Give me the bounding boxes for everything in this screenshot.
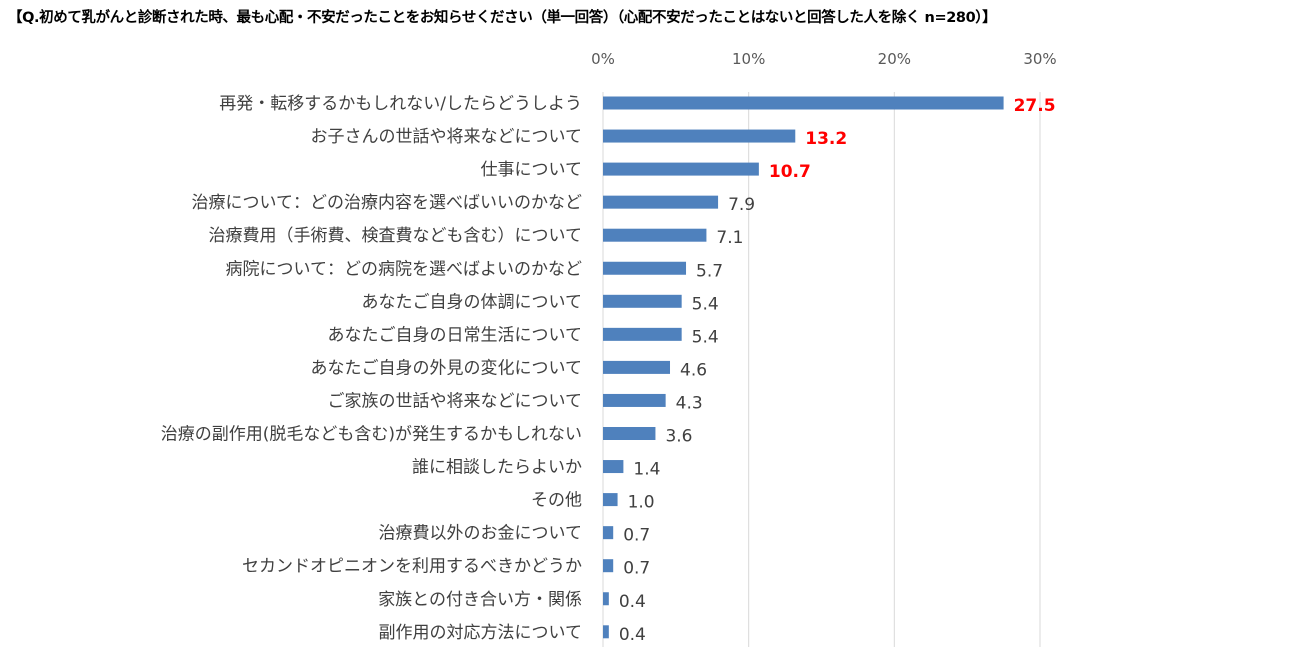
bar bbox=[603, 526, 614, 540]
data-label: 10.7 bbox=[769, 162, 811, 182]
data-label: 13.2 bbox=[805, 129, 847, 149]
category-label: 病院について：どの病院を選べばよいのかなど bbox=[226, 259, 583, 279]
bar bbox=[603, 327, 682, 341]
category-label: 副作用の対応方法について bbox=[379, 623, 583, 643]
data-label: 0.7 bbox=[623, 526, 650, 546]
category-label: お子さんの世話や将来などについて bbox=[311, 127, 583, 147]
category-label: 仕事について bbox=[481, 160, 583, 180]
data-label: 5.4 bbox=[692, 294, 719, 314]
category-label: あなたご自身の体調について bbox=[362, 292, 583, 312]
data-label: 0.4 bbox=[619, 625, 646, 645]
category-label: その他 bbox=[531, 491, 582, 511]
x-tick-label: 30% bbox=[1023, 50, 1056, 68]
bar bbox=[603, 393, 666, 407]
x-tick-label: 10% bbox=[732, 50, 765, 68]
category-label: 治療について：どの治療内容を選べばいいのかなど bbox=[192, 193, 583, 213]
x-tick-label: 0% bbox=[591, 50, 615, 68]
bar bbox=[603, 427, 656, 440]
bar bbox=[603, 162, 759, 176]
category-label: 治療費用（手術費、検査費なども含む）について bbox=[209, 226, 583, 246]
category-label: 再発・転移するかもしれない/したらどうしよう bbox=[219, 94, 582, 114]
category-label: 家族との付き合い方・関係 bbox=[378, 590, 582, 610]
data-label: 5.4 bbox=[692, 327, 719, 347]
category-label: 誰に相談したらよいか bbox=[412, 458, 582, 478]
bar bbox=[603, 360, 671, 374]
bar bbox=[603, 294, 682, 308]
data-label: 5.7 bbox=[696, 261, 723, 281]
data-label: 4.3 bbox=[676, 393, 703, 413]
x-tick-label: 20% bbox=[878, 50, 911, 68]
category-label: 治療費以外のお金について bbox=[379, 524, 583, 544]
bar bbox=[603, 559, 614, 573]
bar bbox=[603, 129, 796, 143]
data-label: 7.9 bbox=[728, 195, 755, 215]
data-label: 27.5 bbox=[1014, 96, 1056, 116]
data-label: 3.6 bbox=[665, 427, 692, 447]
category-label: ご家族の世話や将来などについて bbox=[328, 391, 583, 411]
bar bbox=[603, 460, 624, 474]
bar bbox=[603, 261, 687, 275]
data-label: 0.4 bbox=[619, 592, 646, 612]
bar bbox=[603, 228, 707, 242]
data-label: 4.6 bbox=[680, 360, 707, 380]
category-label: 治療の副作用(脱毛なども含む)が発生するかもしれない bbox=[161, 425, 582, 445]
data-label: 0.7 bbox=[623, 559, 650, 579]
data-label: 1.0 bbox=[628, 493, 655, 513]
data-label: 1.4 bbox=[633, 460, 660, 480]
bar bbox=[603, 195, 719, 209]
bar bbox=[603, 592, 609, 606]
bar bbox=[603, 493, 618, 507]
bar bbox=[603, 96, 1004, 110]
category-label: セカンドオピニオンを利用するべきかどうか bbox=[242, 557, 582, 577]
category-label: あなたご自身の外見の変化について bbox=[311, 358, 583, 378]
data-label: 7.1 bbox=[716, 228, 743, 248]
category-label: あなたご自身の日常生活について bbox=[328, 325, 583, 345]
chart-title: 【Q.初めて乳がんと診断された時、最も心配・不安だったことをお知らせください（単… bbox=[8, 10, 997, 26]
bar bbox=[603, 625, 609, 639]
